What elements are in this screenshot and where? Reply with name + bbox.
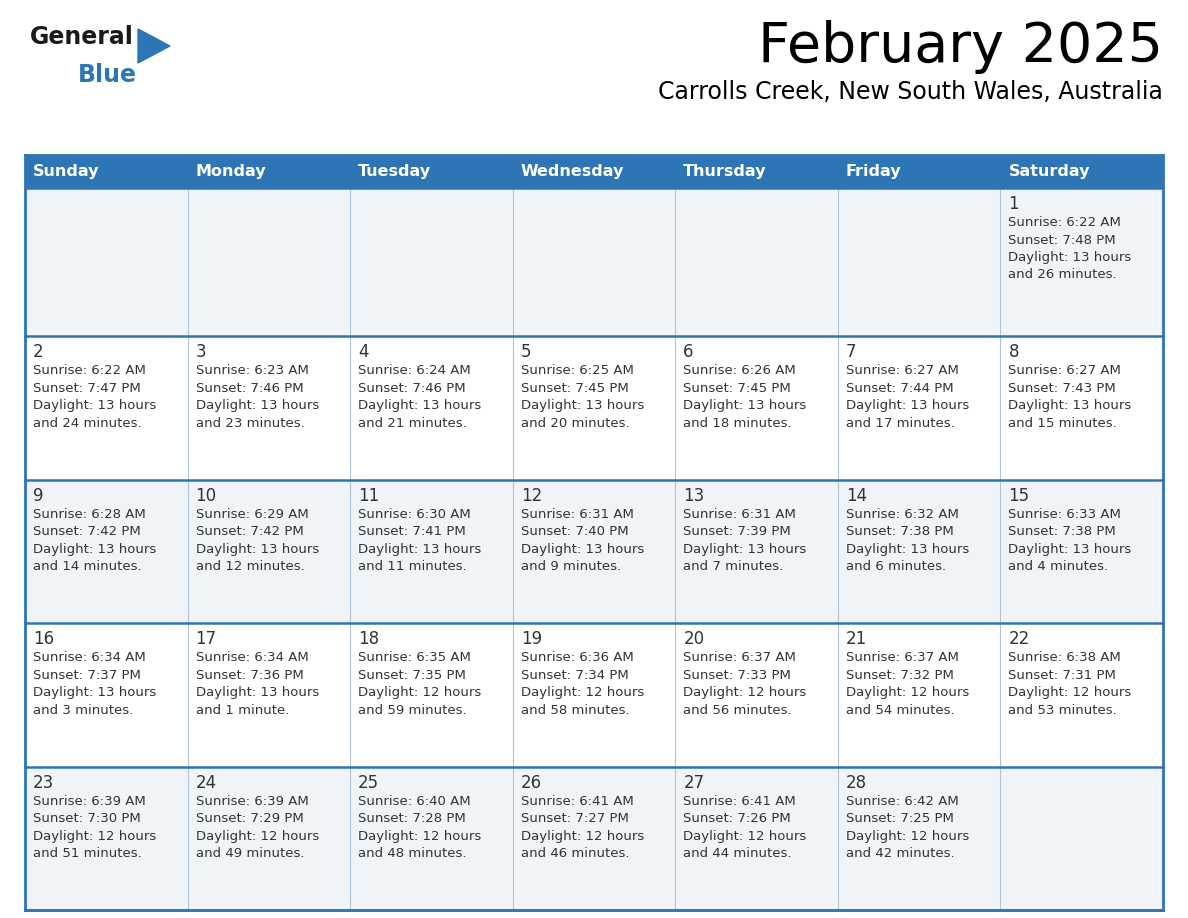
Text: Sunrise: 6:27 AM
Sunset: 7:43 PM
Daylight: 13 hours
and 15 minutes.: Sunrise: 6:27 AM Sunset: 7:43 PM Dayligh… bbox=[1009, 364, 1132, 430]
Text: Sunrise: 6:42 AM
Sunset: 7:25 PM
Daylight: 12 hours
and 42 minutes.: Sunrise: 6:42 AM Sunset: 7:25 PM Dayligh… bbox=[846, 795, 969, 860]
Polygon shape bbox=[138, 29, 170, 63]
Text: Sunrise: 6:29 AM
Sunset: 7:42 PM
Daylight: 13 hours
and 12 minutes.: Sunrise: 6:29 AM Sunset: 7:42 PM Dayligh… bbox=[196, 508, 318, 574]
Text: Sunday: Sunday bbox=[33, 164, 100, 179]
Text: Sunrise: 6:35 AM
Sunset: 7:35 PM
Daylight: 12 hours
and 59 minutes.: Sunrise: 6:35 AM Sunset: 7:35 PM Dayligh… bbox=[358, 651, 481, 717]
Text: Sunrise: 6:36 AM
Sunset: 7:34 PM
Daylight: 12 hours
and 58 minutes.: Sunrise: 6:36 AM Sunset: 7:34 PM Dayligh… bbox=[520, 651, 644, 717]
Text: 9: 9 bbox=[33, 487, 44, 505]
Text: Thursday: Thursday bbox=[683, 164, 766, 179]
Text: 16: 16 bbox=[33, 631, 55, 648]
Text: 3: 3 bbox=[196, 343, 207, 362]
Text: 24: 24 bbox=[196, 774, 216, 791]
Text: Sunrise: 6:22 AM
Sunset: 7:47 PM
Daylight: 13 hours
and 24 minutes.: Sunrise: 6:22 AM Sunset: 7:47 PM Dayligh… bbox=[33, 364, 157, 430]
Text: Sunrise: 6:28 AM
Sunset: 7:42 PM
Daylight: 13 hours
and 14 minutes.: Sunrise: 6:28 AM Sunset: 7:42 PM Dayligh… bbox=[33, 508, 157, 574]
Text: Sunrise: 6:34 AM
Sunset: 7:36 PM
Daylight: 13 hours
and 1 minute.: Sunrise: 6:34 AM Sunset: 7:36 PM Dayligh… bbox=[196, 651, 318, 717]
Bar bbox=[25, 337, 1163, 480]
Text: General: General bbox=[30, 25, 134, 49]
Text: Sunrise: 6:41 AM
Sunset: 7:27 PM
Daylight: 12 hours
and 46 minutes.: Sunrise: 6:41 AM Sunset: 7:27 PM Dayligh… bbox=[520, 795, 644, 860]
Text: 11: 11 bbox=[358, 487, 379, 505]
Text: Sunrise: 6:41 AM
Sunset: 7:26 PM
Daylight: 12 hours
and 44 minutes.: Sunrise: 6:41 AM Sunset: 7:26 PM Dayligh… bbox=[683, 795, 807, 860]
Text: 23: 23 bbox=[33, 774, 55, 791]
Text: 25: 25 bbox=[358, 774, 379, 791]
Text: Saturday: Saturday bbox=[1009, 164, 1089, 179]
Text: Carrolls Creek, New South Wales, Australia: Carrolls Creek, New South Wales, Austral… bbox=[658, 80, 1163, 104]
Text: 26: 26 bbox=[520, 774, 542, 791]
Text: Sunrise: 6:40 AM
Sunset: 7:28 PM
Daylight: 12 hours
and 48 minutes.: Sunrise: 6:40 AM Sunset: 7:28 PM Dayligh… bbox=[358, 795, 481, 860]
Bar bbox=[25, 623, 1163, 767]
Text: Sunrise: 6:27 AM
Sunset: 7:44 PM
Daylight: 13 hours
and 17 minutes.: Sunrise: 6:27 AM Sunset: 7:44 PM Dayligh… bbox=[846, 364, 969, 430]
Text: Sunrise: 6:33 AM
Sunset: 7:38 PM
Daylight: 13 hours
and 4 minutes.: Sunrise: 6:33 AM Sunset: 7:38 PM Dayligh… bbox=[1009, 508, 1132, 574]
Text: 21: 21 bbox=[846, 631, 867, 648]
Text: Sunrise: 6:34 AM
Sunset: 7:37 PM
Daylight: 13 hours
and 3 minutes.: Sunrise: 6:34 AM Sunset: 7:37 PM Dayligh… bbox=[33, 651, 157, 717]
Text: 6: 6 bbox=[683, 343, 694, 362]
Bar bbox=[25, 155, 1163, 188]
Text: Sunrise: 6:24 AM
Sunset: 7:46 PM
Daylight: 13 hours
and 21 minutes.: Sunrise: 6:24 AM Sunset: 7:46 PM Dayligh… bbox=[358, 364, 481, 430]
Text: Tuesday: Tuesday bbox=[358, 164, 431, 179]
Text: 17: 17 bbox=[196, 631, 216, 648]
Text: Sunrise: 6:30 AM
Sunset: 7:41 PM
Daylight: 13 hours
and 11 minutes.: Sunrise: 6:30 AM Sunset: 7:41 PM Dayligh… bbox=[358, 508, 481, 574]
Text: 20: 20 bbox=[683, 631, 704, 648]
Text: Sunrise: 6:22 AM
Sunset: 7:48 PM
Daylight: 13 hours
and 26 minutes.: Sunrise: 6:22 AM Sunset: 7:48 PM Dayligh… bbox=[1009, 216, 1132, 282]
Text: Sunrise: 6:38 AM
Sunset: 7:31 PM
Daylight: 12 hours
and 53 minutes.: Sunrise: 6:38 AM Sunset: 7:31 PM Dayligh… bbox=[1009, 651, 1132, 717]
Text: February 2025: February 2025 bbox=[758, 20, 1163, 74]
Text: 28: 28 bbox=[846, 774, 867, 791]
Text: Friday: Friday bbox=[846, 164, 902, 179]
Text: Sunrise: 6:31 AM
Sunset: 7:39 PM
Daylight: 13 hours
and 7 minutes.: Sunrise: 6:31 AM Sunset: 7:39 PM Dayligh… bbox=[683, 508, 807, 574]
Text: Monday: Monday bbox=[196, 164, 266, 179]
Text: 8: 8 bbox=[1009, 343, 1019, 362]
Text: 19: 19 bbox=[520, 631, 542, 648]
Bar bbox=[25, 767, 1163, 910]
Text: Sunrise: 6:31 AM
Sunset: 7:40 PM
Daylight: 13 hours
and 9 minutes.: Sunrise: 6:31 AM Sunset: 7:40 PM Dayligh… bbox=[520, 508, 644, 574]
Text: 13: 13 bbox=[683, 487, 704, 505]
Text: 10: 10 bbox=[196, 487, 216, 505]
Text: 27: 27 bbox=[683, 774, 704, 791]
Text: 5: 5 bbox=[520, 343, 531, 362]
Text: Sunrise: 6:26 AM
Sunset: 7:45 PM
Daylight: 13 hours
and 18 minutes.: Sunrise: 6:26 AM Sunset: 7:45 PM Dayligh… bbox=[683, 364, 807, 430]
Text: 22: 22 bbox=[1009, 631, 1030, 648]
Text: Sunrise: 6:37 AM
Sunset: 7:33 PM
Daylight: 12 hours
and 56 minutes.: Sunrise: 6:37 AM Sunset: 7:33 PM Dayligh… bbox=[683, 651, 807, 717]
Text: 2: 2 bbox=[33, 343, 44, 362]
Text: Sunrise: 6:39 AM
Sunset: 7:29 PM
Daylight: 12 hours
and 49 minutes.: Sunrise: 6:39 AM Sunset: 7:29 PM Dayligh… bbox=[196, 795, 318, 860]
Text: Sunrise: 6:39 AM
Sunset: 7:30 PM
Daylight: 12 hours
and 51 minutes.: Sunrise: 6:39 AM Sunset: 7:30 PM Dayligh… bbox=[33, 795, 157, 860]
Text: 14: 14 bbox=[846, 487, 867, 505]
Text: 1: 1 bbox=[1009, 195, 1019, 213]
Text: Sunrise: 6:32 AM
Sunset: 7:38 PM
Daylight: 13 hours
and 6 minutes.: Sunrise: 6:32 AM Sunset: 7:38 PM Dayligh… bbox=[846, 508, 969, 574]
Text: Sunrise: 6:23 AM
Sunset: 7:46 PM
Daylight: 13 hours
and 23 minutes.: Sunrise: 6:23 AM Sunset: 7:46 PM Dayligh… bbox=[196, 364, 318, 430]
Text: Wednesday: Wednesday bbox=[520, 164, 624, 179]
Text: Sunrise: 6:25 AM
Sunset: 7:45 PM
Daylight: 13 hours
and 20 minutes.: Sunrise: 6:25 AM Sunset: 7:45 PM Dayligh… bbox=[520, 364, 644, 430]
Text: 15: 15 bbox=[1009, 487, 1030, 505]
Bar bbox=[25, 480, 1163, 623]
Text: 18: 18 bbox=[358, 631, 379, 648]
Text: 4: 4 bbox=[358, 343, 368, 362]
Text: 7: 7 bbox=[846, 343, 857, 362]
Text: 12: 12 bbox=[520, 487, 542, 505]
Text: Sunrise: 6:37 AM
Sunset: 7:32 PM
Daylight: 12 hours
and 54 minutes.: Sunrise: 6:37 AM Sunset: 7:32 PM Dayligh… bbox=[846, 651, 969, 717]
Text: Blue: Blue bbox=[78, 63, 137, 87]
Bar bbox=[25, 188, 1163, 337]
